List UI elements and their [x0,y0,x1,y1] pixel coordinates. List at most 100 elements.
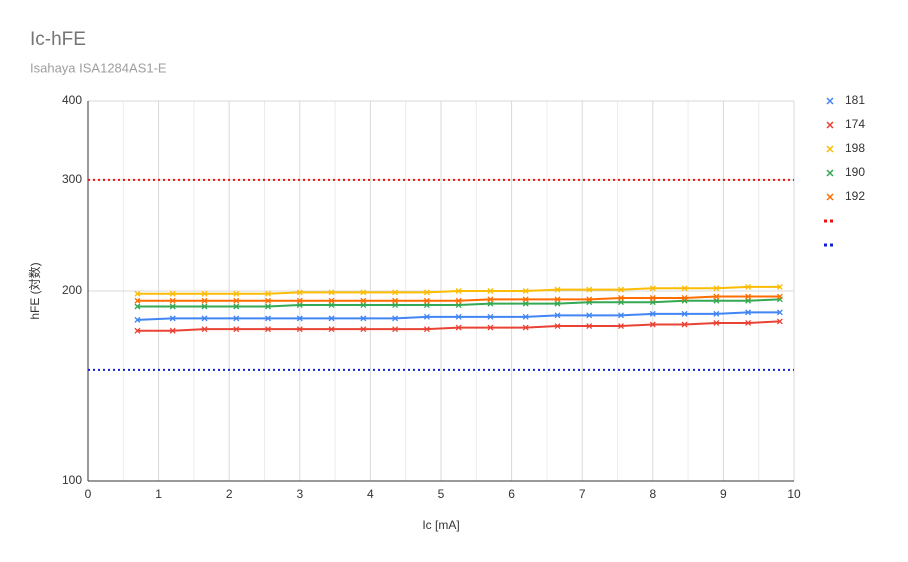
data-point [296,302,303,309]
data-point [713,293,720,300]
x-tick-label: 7 [579,487,586,501]
x-axis-label: Ic [mA] [422,518,459,532]
data-point [296,297,303,304]
data-point [328,289,335,296]
data-point [201,326,208,333]
data-point [487,288,494,294]
y-tick-label: 400 [62,93,82,107]
data-point [522,288,529,294]
data-point [169,327,176,334]
data-point [586,312,593,319]
data-point [745,283,752,290]
legend-marker [826,97,834,105]
data-point [554,312,561,319]
legend-marker [826,193,834,201]
data-point [586,286,593,293]
data-point [713,319,720,326]
data-point [360,326,367,333]
data-point [233,290,240,297]
data-point [360,297,367,304]
data-point [776,309,783,316]
data-point [296,315,303,322]
x-tick-label: 10 [787,487,801,501]
data-point [455,288,462,294]
data-point [169,303,176,310]
legend-label: 192 [845,189,865,203]
data-point [265,326,271,333]
data-point [618,286,624,293]
data-point [455,324,462,331]
x-tick-label: 5 [438,487,445,501]
x-tick-label: 4 [367,487,374,501]
data-point [522,324,529,331]
legend-marker [826,169,834,177]
data-point [392,315,399,322]
x-tick-label: 8 [649,487,656,501]
data-point [487,324,494,331]
data-point [201,315,208,322]
x-tick-label: 0 [85,487,92,501]
data-point [201,297,208,304]
data-point [328,297,335,304]
chart-title: Ic-hFE [30,29,86,50]
data-point [134,303,141,310]
data-point [681,310,688,317]
data-point [169,315,176,322]
data-point [265,290,271,297]
data-point [392,326,399,333]
data-point [745,293,752,300]
data-point [233,297,240,304]
y-tick-label: 300 [62,172,82,186]
data-point [586,296,593,303]
data-point [233,326,240,333]
data-point [134,316,141,323]
data-point [233,315,240,322]
data-point [681,285,688,292]
x-tick-label: 3 [296,487,303,501]
data-point [423,289,430,296]
data-point [649,294,656,301]
data-point [328,302,335,309]
data-point [169,290,176,297]
legend-marker [826,121,834,129]
data-point [423,313,430,320]
data-point [360,302,367,309]
x-tick-label: 9 [720,487,727,501]
y-tick-label: 100 [62,473,82,487]
data-point [487,313,494,320]
data-point [455,297,462,304]
data-point [649,310,656,317]
data-point [134,297,141,304]
data-point [681,294,688,301]
data-point [328,326,335,333]
data-point [522,300,529,307]
data-point [554,296,561,303]
data-point [649,321,656,328]
x-tick-label: 6 [508,487,515,501]
data-point [522,313,529,320]
data-point [423,326,430,333]
data-point [392,297,399,304]
data-point [554,323,561,330]
data-point [776,293,783,300]
x-tick-label: 2 [226,487,233,501]
data-point [522,296,529,303]
data-point [169,297,176,304]
data-point [455,313,462,320]
legend-label: 198 [845,141,865,155]
data-point [233,303,240,310]
data-point [745,319,752,326]
data-point [586,323,593,330]
data-point [618,323,624,330]
data-point [265,315,271,322]
legend-label: 181 [845,93,865,107]
data-point [134,290,141,297]
data-point [487,300,494,307]
data-point [554,300,561,307]
data-point [265,303,271,310]
data-point [328,315,335,322]
data-point [487,296,494,303]
chart-subtitle: Isahaya ISA1284AS1-E [30,60,167,75]
